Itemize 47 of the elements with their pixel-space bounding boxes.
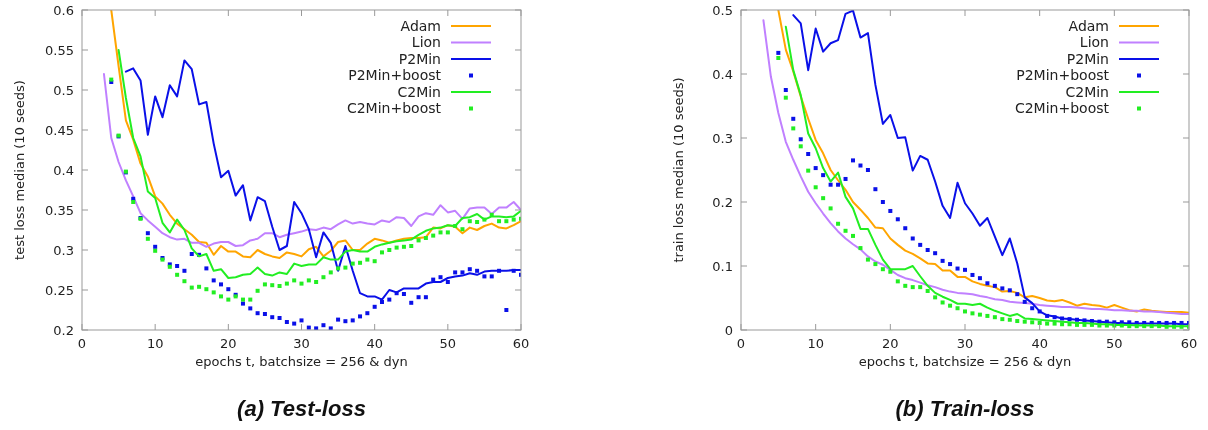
x-tick-label: 0 — [77, 336, 87, 351]
y-tick-label: 0.4 — [712, 66, 733, 82]
y-tick-label: 0.25 — [45, 282, 74, 298]
x-tick-label: 60 — [1180, 336, 1198, 351]
x-tick-label: 60 — [512, 336, 530, 351]
y-tick-label: 0.3 — [712, 130, 733, 146]
legend-label: P2Min — [1066, 50, 1109, 67]
legend-label: Lion — [1079, 34, 1109, 51]
text: (a) Test-loss — [237, 396, 366, 421]
y-tick-label: 0.6 — [53, 2, 74, 18]
y-tick-label: 0.4 — [53, 162, 74, 178]
x-tick-label: 20 — [882, 336, 899, 351]
x-tick-label: 50 — [1106, 336, 1123, 351]
x-tick-label: 40 — [366, 336, 383, 351]
legend-label: C2Min+boost — [1014, 100, 1110, 117]
y-tick-label: 0 — [724, 322, 733, 338]
legend-label: Adam — [400, 17, 441, 34]
legend-label: P2Min — [398, 50, 441, 67]
x-axis-title: epochs t, batchsize = 256 & dyn — [195, 354, 408, 369]
legend-label: P2Min+boost — [348, 67, 442, 84]
x-tick-label: 10 — [146, 336, 164, 351]
y-axis-title: test loss median (10 seeds) — [12, 80, 27, 260]
text: (b) Train-loss — [895, 396, 1035, 421]
legend-label: C2Min+boost — [346, 100, 442, 117]
legend-label: C2Min — [397, 83, 441, 100]
x-tick-label: 40 — [1031, 336, 1048, 351]
legend-label: Lion — [411, 34, 441, 51]
y-tick-label: 0.35 — [45, 202, 74, 218]
y-tick-label: 0.2 — [53, 322, 74, 338]
y-tick-label: 0.5 — [53, 82, 74, 98]
y-tick-label: 0.2 — [712, 194, 733, 210]
legend-label: Adam — [1068, 17, 1109, 34]
x-tick-label: 30 — [293, 336, 310, 351]
x-tick-label: 10 — [807, 336, 824, 351]
y-tick-label: 0.1 — [712, 258, 733, 274]
x-tick-label: 20 — [220, 336, 237, 351]
x-tick-label: 30 — [956, 336, 974, 351]
y-tick-label: 0.3 — [53, 242, 74, 258]
x-tick-label: 50 — [439, 336, 457, 351]
y-axis-title: train loss median (10 seeds) — [671, 77, 686, 263]
x-axis-title: epochs t, batchsize = 256 & dyn — [858, 354, 1072, 369]
y-tick-label: 0.45 — [45, 122, 74, 138]
y-tick-label: 0.55 — [45, 42, 74, 58]
y-tick-label: 0.5 — [712, 2, 733, 18]
legend-label: P2Min+boost — [1016, 67, 1110, 84]
legend-label: C2Min — [1065, 83, 1109, 100]
x-tick-label: 0 — [736, 336, 746, 351]
